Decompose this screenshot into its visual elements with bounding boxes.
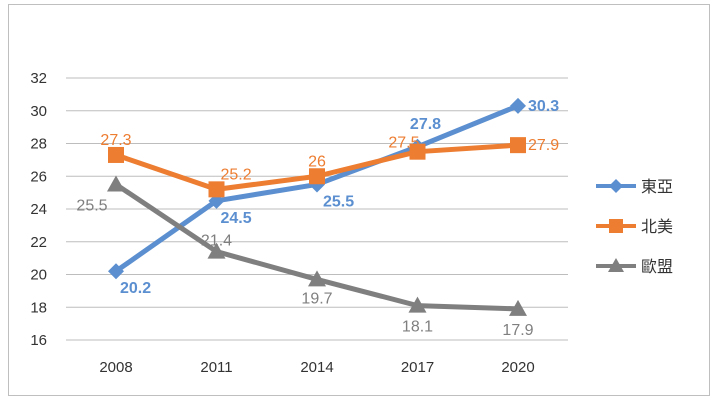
y-tick-label: 16 xyxy=(30,332,47,349)
triangle-marker xyxy=(509,299,527,316)
square-marker xyxy=(108,146,124,163)
x-tick-label: 2011 xyxy=(200,359,232,376)
data-label: 17.9 xyxy=(502,322,533,339)
data-label: 27.3 xyxy=(100,132,131,149)
triangle-marker xyxy=(408,296,427,313)
x-tick-label: 2017 xyxy=(401,359,434,376)
data-label: 25.5 xyxy=(323,193,354,210)
legend-label: 歐盟 xyxy=(641,257,673,276)
data-label: 18.1 xyxy=(402,319,433,336)
legend-triangle-icon xyxy=(608,258,624,272)
y-tick-label: 28 xyxy=(30,136,47,153)
square-marker xyxy=(409,143,426,160)
x-tick-label: 2020 xyxy=(501,359,534,376)
data-label: 20.2 xyxy=(120,280,151,297)
triangle-marker xyxy=(308,270,326,287)
data-label: 27.8 xyxy=(410,116,441,133)
legend-label: 北美 xyxy=(641,217,673,236)
x-tick-label: 2014 xyxy=(300,359,333,376)
legend-label: 東亞 xyxy=(641,177,673,196)
data-label: 27.5 xyxy=(388,135,419,152)
square-marker xyxy=(510,137,526,154)
y-tick-label: 32 xyxy=(30,70,47,87)
diamond-marker xyxy=(108,263,124,280)
data-label: 26 xyxy=(308,153,326,170)
data-label: 25.2 xyxy=(221,166,252,183)
data-label: 24.5 xyxy=(221,210,252,227)
chart-frame xyxy=(8,4,710,396)
data-label: 19.7 xyxy=(301,290,332,307)
data-label: 27.9 xyxy=(528,137,559,154)
y-tick-label: 30 xyxy=(30,103,47,120)
y-tick-label: 18 xyxy=(30,299,47,316)
data-label: 21.4 xyxy=(201,233,232,250)
data-label: 25.5 xyxy=(76,197,107,214)
y-tick-label: 22 xyxy=(30,234,47,251)
y-tick-label: 24 xyxy=(30,201,47,218)
triangle-marker xyxy=(207,242,226,259)
x-tick-label: 2008 xyxy=(99,359,132,376)
legend-square-icon xyxy=(609,219,623,233)
y-tick-label: 26 xyxy=(30,168,47,185)
square-marker xyxy=(208,181,225,198)
square-marker xyxy=(309,168,325,185)
y-tick-label: 20 xyxy=(30,267,47,284)
legend-diamond-icon xyxy=(609,179,623,193)
data-label: 30.3 xyxy=(528,98,559,115)
triangle-marker xyxy=(107,175,125,192)
diamond-marker xyxy=(510,97,526,114)
